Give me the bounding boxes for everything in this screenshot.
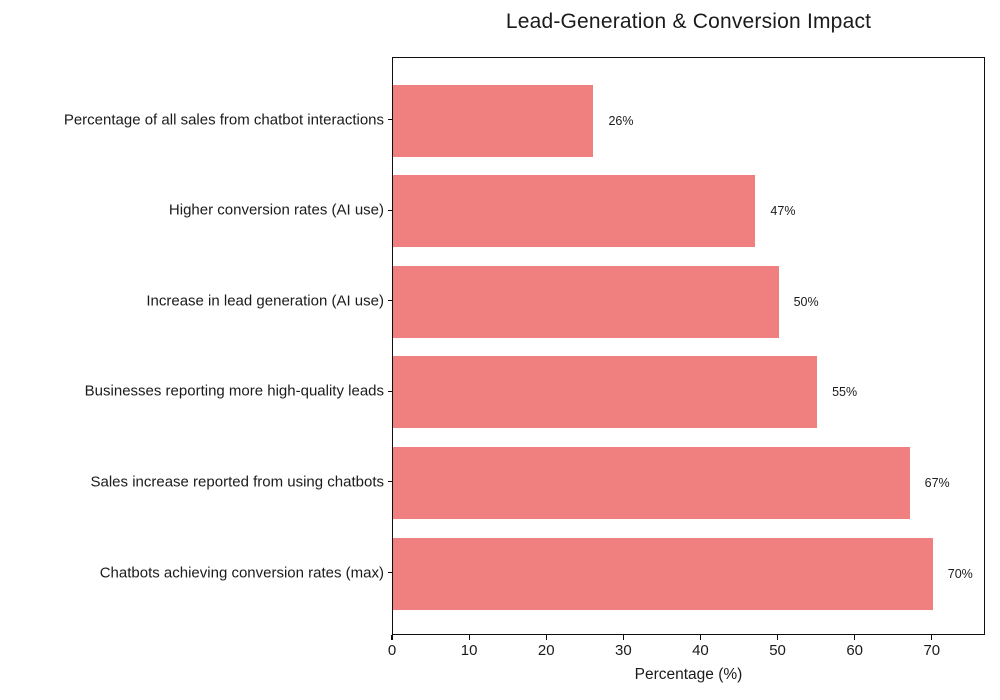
category-label: Higher conversion rates (AI use) — [168, 201, 384, 219]
bar-value-label: 70% — [947, 566, 973, 581]
x-tick-label: 20 — [537, 642, 555, 659]
x-tick-mark — [391, 635, 393, 640]
category-label: Sales increase reported from using chatb… — [90, 473, 385, 491]
y-tick-mark — [388, 481, 392, 483]
x-tick-label: 70 — [923, 642, 941, 659]
x-tick-label: 50 — [769, 642, 786, 659]
x-axis: 0 10 20 30 40 50 60 70 — [388, 635, 985, 675]
bar — [393, 537, 933, 610]
bar-value-label: 26% — [608, 113, 634, 128]
y-tick-mark — [388, 390, 392, 392]
plot-area: 26% 47% 50% 55% 67% 70% — [392, 57, 985, 635]
y-tick-mark — [388, 300, 392, 302]
bar-value-label: 50% — [793, 294, 819, 309]
x-tick-label: 10 — [460, 642, 478, 659]
x-tick-label: 0 — [387, 642, 397, 659]
y-tick-mark — [388, 571, 392, 574]
x-tick-mark — [468, 635, 470, 640]
category-label: Increase in lead generation (AI use) — [146, 292, 384, 310]
bar — [393, 356, 818, 429]
bar — [393, 84, 594, 157]
y-tick-mark — [388, 209, 392, 211]
y-axis-ticks — [388, 57, 392, 635]
x-tick-mark — [699, 635, 702, 640]
bar — [393, 446, 910, 519]
y-tick-mark — [388, 118, 392, 121]
y-axis-labels: Percentage of all sales from chatbot int… — [0, 57, 384, 635]
x-tick-label: 60 — [846, 642, 864, 659]
bar — [393, 175, 756, 248]
bar — [393, 265, 779, 338]
x-tick-mark — [622, 635, 624, 640]
x-tick-label: 40 — [692, 642, 709, 659]
bar-value-label: 55% — [832, 385, 858, 400]
bar-value-label: 67% — [924, 475, 950, 490]
x-tick-mark — [854, 635, 856, 640]
category-label: Percentage of all sales from chatbot int… — [63, 111, 384, 128]
x-tick-label: 30 — [614, 642, 632, 659]
chart-title: Lead-Generation & Conversion Impact — [505, 10, 872, 33]
x-axis-label: Percentage (%) — [634, 666, 743, 683]
x-tick-mark — [776, 635, 779, 640]
x-tick-mark — [931, 635, 933, 640]
x-tick-mark — [545, 635, 547, 640]
category-label: Chatbots achieving conversion rates (max… — [99, 564, 384, 581]
category-label: Businesses reporting more high-quality l… — [84, 382, 384, 400]
bar-value-label: 47% — [770, 204, 796, 219]
